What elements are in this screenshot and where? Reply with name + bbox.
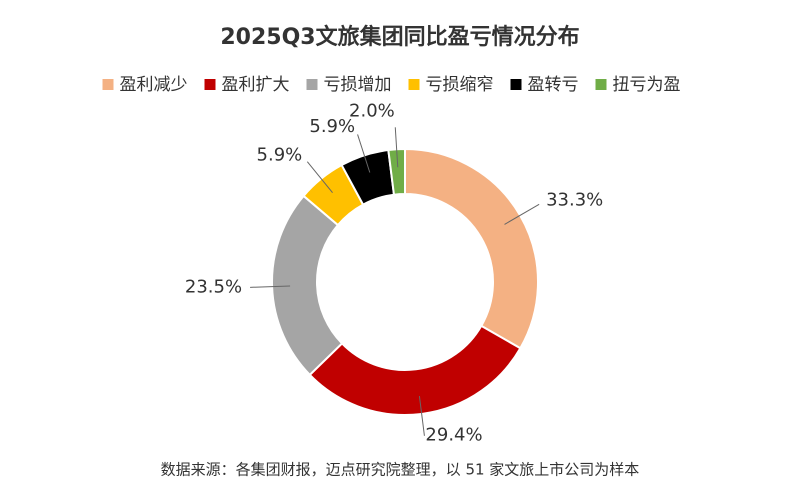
- legend-label: 亏损增加: [324, 75, 392, 95]
- leader-line: [357, 134, 371, 173]
- legend-label: 盈利减少: [120, 75, 188, 95]
- legend-swatch: [306, 79, 318, 90]
- leader-line: [418, 396, 425, 436]
- value-label: 2.0%: [349, 100, 395, 121]
- leader-line: [250, 285, 291, 288]
- legend-swatch: [102, 79, 114, 90]
- legend-label: 扭亏为盈: [613, 75, 681, 95]
- legend-swatch: [595, 79, 607, 90]
- legend-swatch: [408, 79, 420, 90]
- donut-slice: [387, 147, 406, 196]
- donut-slice: [404, 147, 539, 350]
- donut-slice: [271, 194, 344, 377]
- leader-line: [394, 127, 399, 168]
- legend-label: 盈利扩大: [222, 75, 290, 95]
- leader-line: [504, 203, 540, 225]
- value-label: 5.9%: [257, 144, 303, 165]
- legend-label: 亏损缩窄: [426, 75, 494, 95]
- value-label: 23.5%: [185, 277, 242, 298]
- legend-swatch: [204, 79, 216, 90]
- legend-label: 盈转亏: [528, 75, 579, 95]
- value-label: 29.4%: [425, 425, 482, 446]
- value-label: 5.9%: [309, 116, 355, 137]
- leader-line: [306, 161, 333, 194]
- value-label: 33.3%: [546, 189, 603, 210]
- legend-swatch: [510, 79, 522, 90]
- chart-title: 2025Q3文旅集团同比盈亏情况分布: [220, 24, 579, 50]
- source-note: 数据来源：各集团财报，迈点研究院整理，以 51 家文旅上市公司为样本: [161, 461, 640, 479]
- donut-slice: [308, 324, 522, 416]
